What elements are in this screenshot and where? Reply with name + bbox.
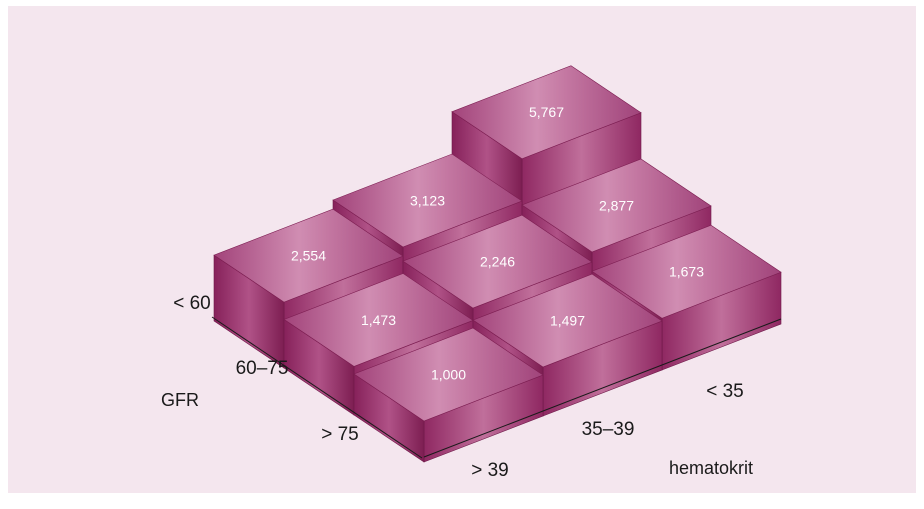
data-label: 1,673 (669, 264, 704, 280)
data-label: 2,554 (291, 248, 326, 264)
x-tick-label: > 39 (471, 460, 509, 481)
y-tick-label: 60–75 (236, 358, 289, 379)
hematokrit-axis-line (423, 318, 782, 458)
y-tick-label: > 75 (321, 424, 359, 445)
data-label: 1,473 (361, 312, 396, 328)
bar-top-face (332, 153, 523, 248)
x-tick-label: < 35 (706, 381, 744, 402)
gfr-axis-line (211, 316, 423, 459)
axes-group: < 35 35–39 > 39 < 60 60–75 > 75 hematokrit GFR (161, 293, 782, 481)
bar-top-face (402, 214, 593, 309)
y-axis-title: GFR (161, 390, 199, 410)
data-label: 2,246 (480, 254, 515, 270)
data-label: 3,123 (410, 193, 445, 209)
bar-top-face (283, 273, 474, 367)
x-tick-label: 35–39 (582, 419, 635, 440)
bar-cell: 1,000 (353, 327, 544, 463)
bar-top-face (521, 158, 712, 253)
bar-top-face (353, 327, 544, 422)
x-axis-title: hematokrit (669, 458, 753, 478)
bars-group: 5,767 3,123 2,877 2,554 2,246 1,673 1,473 1,497… (213, 65, 782, 463)
data-label: 2,877 (599, 197, 634, 213)
data-label: 5,767 (529, 104, 564, 120)
data-label: 1,497 (550, 313, 585, 329)
y-tick-label: < 60 (173, 293, 211, 314)
bar-top-face (213, 208, 404, 303)
bar-top-face (591, 224, 782, 319)
bar-top-face (451, 65, 642, 160)
data-label: 1,000 (431, 367, 466, 383)
bar-top-face (472, 273, 663, 368)
